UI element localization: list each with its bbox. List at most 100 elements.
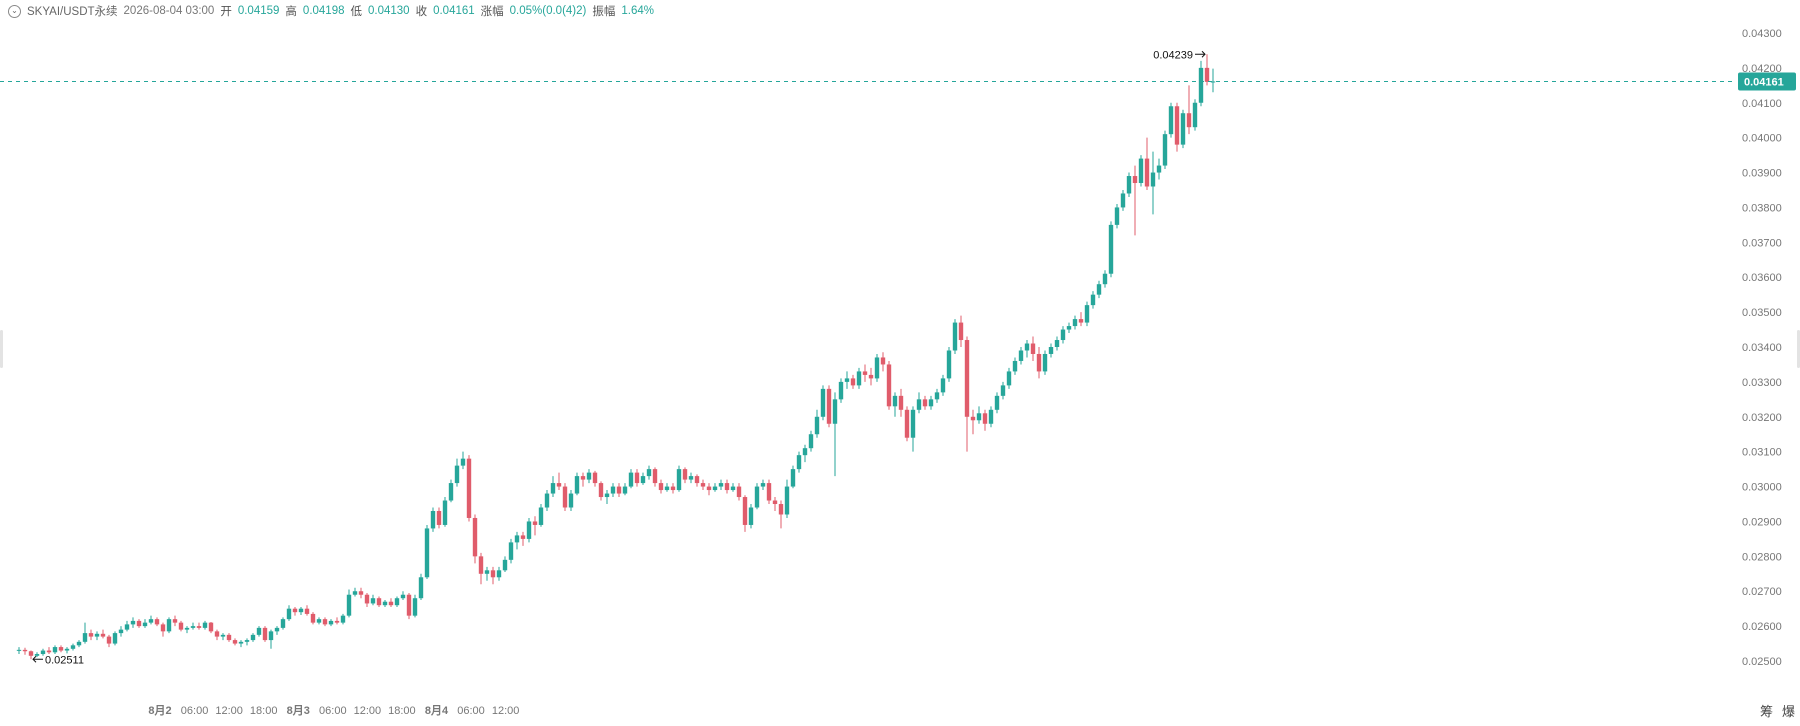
candle-body <box>616 486 622 494</box>
candle <box>634 469 640 487</box>
candle-body <box>430 510 436 529</box>
time-tick-label: 18:00 <box>388 705 416 717</box>
candle <box>748 504 754 529</box>
candle-body <box>136 620 142 627</box>
candle <box>1090 291 1096 309</box>
time-tick-label: 12:00 <box>215 705 243 717</box>
candle-body <box>166 619 172 632</box>
high-marker: 0.04239 <box>1153 49 1206 61</box>
candle <box>976 406 982 424</box>
candle-body <box>622 486 628 494</box>
candle <box>400 591 406 600</box>
candle <box>40 648 46 656</box>
candle <box>934 388 940 403</box>
candle <box>844 371 850 389</box>
candle-body <box>496 570 502 578</box>
candle-body <box>250 634 256 641</box>
candle <box>700 479 706 491</box>
candle <box>754 483 760 510</box>
candle-body <box>910 409 916 438</box>
candle-body <box>976 413 982 421</box>
candle-body <box>208 622 214 632</box>
candle <box>136 619 142 628</box>
candle-body <box>970 416 976 421</box>
price-tick-label: 0.03600 <box>1742 272 1782 284</box>
price-tick-label: 0.03300 <box>1742 377 1782 389</box>
candle-body <box>256 627 262 635</box>
candle-body <box>88 633 94 637</box>
candle <box>268 629 274 649</box>
candle-body <box>838 381 844 400</box>
collapse-chevron-icon[interactable]: ⌄ <box>8 4 21 18</box>
candle-body <box>790 469 796 487</box>
candle <box>832 392 838 477</box>
candle <box>1054 336 1060 351</box>
candle-body <box>172 619 178 623</box>
price-axis[interactable]: 0.04300 0.04200 0.04100 0.04000 0.03900 0.038… <box>1742 28 1782 668</box>
candle-body <box>610 486 616 494</box>
candle <box>508 538 514 564</box>
candle-body <box>730 486 736 491</box>
bottom-right-icons[interactable]: 筹 爆 <box>1760 704 1795 720</box>
candle-body <box>646 469 652 477</box>
candle <box>886 360 892 410</box>
candle <box>490 566 496 585</box>
candle <box>676 465 682 492</box>
candle-body <box>742 497 748 525</box>
candle-body <box>232 640 238 644</box>
candle <box>616 483 622 498</box>
candle <box>262 626 268 642</box>
current-price-tag: 0.04161 <box>1738 72 1796 91</box>
current-price-tag-text: 0.04161 <box>1744 76 1784 88</box>
candle <box>1018 347 1024 365</box>
change-value: 0.05%(0.0(4)2) <box>509 5 587 17</box>
price-tick-label: 0.02600 <box>1742 621 1782 633</box>
time-tick-label: 8月3 <box>287 704 310 717</box>
candle <box>742 495 748 532</box>
candle-body <box>580 476 586 480</box>
candle-body <box>1000 385 1006 396</box>
candle <box>28 650 34 660</box>
candle-body <box>322 619 328 625</box>
chip-distribution-icon[interactable]: 筹 <box>1760 704 1773 720</box>
candle <box>412 594 418 618</box>
candle-body <box>988 409 994 424</box>
candle <box>1162 130 1168 170</box>
candle-body <box>568 493 574 508</box>
candle-body <box>64 648 70 651</box>
candle-body <box>562 486 568 508</box>
candle <box>514 531 520 550</box>
price-tick-label: 0.03100 <box>1742 447 1782 459</box>
candle-body <box>928 399 934 407</box>
change-label: 涨幅 <box>480 6 504 18</box>
candle-body <box>280 619 286 628</box>
candle-body <box>154 619 160 625</box>
candle <box>958 315 964 347</box>
low-marker: 0.02511 <box>32 654 84 666</box>
time-axis[interactable]: 8月2 06:00 12:00 18:00 8月3 06:00 12:00 18:00 8月4 0… <box>148 704 519 717</box>
liquidation-icon[interactable]: 爆 <box>1782 705 1795 720</box>
candle-body <box>490 570 496 578</box>
candle-body <box>814 416 820 435</box>
candle <box>424 524 430 580</box>
candle-body <box>724 483 730 491</box>
price-tick-label: 0.04000 <box>1742 133 1782 145</box>
candle-body <box>1012 360 1018 372</box>
candle-body <box>76 641 82 646</box>
candle <box>118 626 124 637</box>
right-resize-handle[interactable] <box>1797 330 1800 368</box>
candle <box>760 479 766 491</box>
candle <box>988 406 994 428</box>
candle-body <box>598 483 604 498</box>
candle-body <box>82 633 88 642</box>
left-resize-handle[interactable] <box>0 330 3 368</box>
candle-body <box>304 608 310 614</box>
candle <box>286 605 292 621</box>
candle-body <box>316 619 322 623</box>
candle-body <box>994 395 1000 410</box>
candle <box>1030 336 1036 361</box>
candle <box>430 507 436 532</box>
candle-body <box>52 647 58 653</box>
candle <box>802 444 808 463</box>
